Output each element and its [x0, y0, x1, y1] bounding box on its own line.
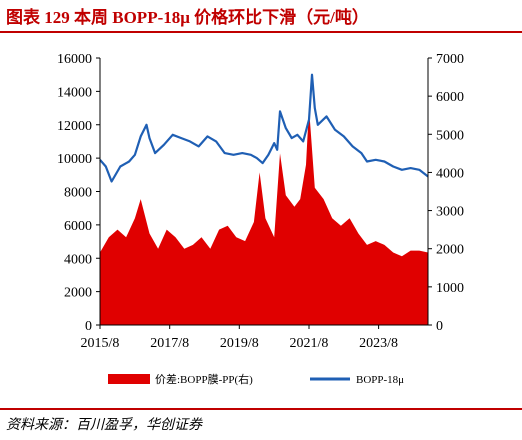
plot-area: [99, 73, 429, 325]
right-tick-label: 3000: [436, 205, 464, 220]
right-tick-label: 7000: [436, 52, 464, 67]
x-tick-label: 2021/8: [290, 336, 329, 351]
right-tick-label: 6000: [436, 90, 464, 105]
title-divider: [0, 31, 522, 33]
x-tick-label: 2015/8: [81, 336, 120, 351]
left-tick-label: 4000: [64, 252, 92, 267]
x-tick-label: 2017/8: [150, 336, 189, 351]
right-tick-label: 0: [436, 319, 443, 334]
right-tick-label: 1000: [436, 281, 464, 296]
legend-label-price: BOPP-18μ: [356, 374, 404, 386]
left-tick-label: 14000: [57, 85, 92, 100]
x-tick-label: 2019/8: [220, 336, 259, 351]
legend-label-spread: 价差:BOPP膜-PP(右): [155, 372, 253, 386]
axes: 0 2000 4000 6000 8000 10000 12000 14000 16000 0 10…: [57, 52, 464, 351]
left-tick-label: 16000: [57, 52, 92, 67]
right-tick-label: 4000: [436, 166, 464, 181]
left-tick-label: 10000: [57, 152, 92, 167]
source-note: 资料来源：百川盈孚，华创证券: [6, 418, 202, 433]
left-tick-label: 2000: [64, 286, 92, 301]
x-tick-label: 2023/8: [359, 336, 398, 351]
left-tick-label: 6000: [64, 219, 92, 234]
legend: 价差:BOPP膜-PP(右) BOPP-18μ: [108, 372, 404, 386]
footer-divider: [0, 408, 522, 410]
right-tick-label: 2000: [436, 243, 464, 258]
right-tick-label: 5000: [436, 128, 464, 143]
chart-title: 图表 129 本周 BOPP-18μ 价格环比下滑（元/吨）: [6, 8, 369, 27]
price-line-series: [99, 73, 429, 183]
left-tick-label: 0: [85, 319, 92, 334]
spread-area-series: [100, 107, 428, 325]
left-tick-label: 12000: [57, 119, 92, 134]
combo-chart: 0 2000 4000 6000 8000 10000 12000 14000 16000 0 10…: [57, 52, 464, 386]
left-tick-label: 8000: [64, 186, 92, 201]
legend-swatch-spread: [108, 374, 150, 384]
